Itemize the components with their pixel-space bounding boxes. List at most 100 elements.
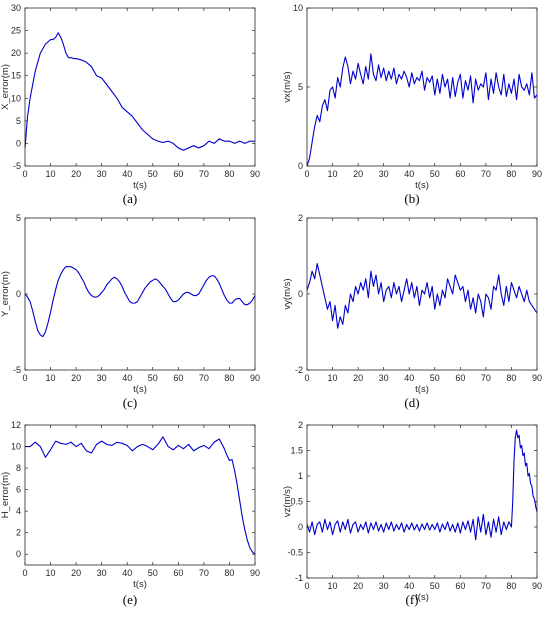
x-tick-label-d-8: 80 bbox=[506, 373, 516, 383]
y-tick-label-f-0: -1 bbox=[295, 573, 303, 583]
series-line-d bbox=[306, 263, 538, 329]
x-tick-label-c-4: 40 bbox=[122, 373, 132, 383]
x-tick-label-d-6: 60 bbox=[455, 373, 465, 383]
y-axis-label-e: H_error(m) bbox=[0, 472, 11, 518]
y-tick-label-e-6: 12 bbox=[11, 420, 21, 430]
x-tick-label-e-3: 30 bbox=[97, 568, 107, 578]
y-tick-label-b-0: 0 bbox=[298, 161, 303, 171]
series-line-a bbox=[24, 32, 255, 151]
x-tick-label-e-9: 90 bbox=[250, 568, 260, 578]
x-tick-label-b-5: 50 bbox=[430, 169, 440, 179]
y-tick-label-f-6: 2 bbox=[298, 420, 303, 430]
y-axis-label-b: vx(m/s) bbox=[282, 71, 293, 102]
x-tick-label-f-0: 0 bbox=[304, 581, 309, 591]
x-axis-label-b: t(s) bbox=[415, 180, 429, 191]
y-tick-label-f-1: -0.5 bbox=[287, 548, 303, 558]
series-line-e bbox=[25, 436, 256, 555]
x-axis-label-a: t(s) bbox=[133, 180, 147, 191]
y-tick-label-f-3: 0.5 bbox=[290, 497, 303, 507]
x-tick-label-f-4: 40 bbox=[404, 581, 414, 591]
y-axis-label-c: Y_error(m) bbox=[0, 271, 11, 317]
axes-box-f bbox=[306, 424, 538, 579]
x-tick-label-d-3: 30 bbox=[379, 373, 389, 383]
x-tick-label-f-1: 10 bbox=[328, 581, 338, 591]
x-tick-label-f-6: 60 bbox=[455, 581, 465, 591]
x-tick-label-f-7: 70 bbox=[481, 581, 491, 591]
y-tick-label-c-1: 0 bbox=[16, 289, 21, 299]
x-tick-label-e-4: 40 bbox=[122, 568, 132, 578]
series-line-c bbox=[24, 266, 256, 338]
x-tick-label-b-3: 30 bbox=[379, 169, 389, 179]
y-tick-label-a-7: 30 bbox=[11, 3, 21, 13]
x-tick-label-a-3: 30 bbox=[97, 169, 107, 179]
y-tick-label-d-0: -2 bbox=[295, 365, 303, 375]
panel-caption-d: (d) bbox=[404, 395, 419, 410]
y-tick-label-f-2: 0 bbox=[298, 522, 303, 532]
x-tick-label-a-1: 10 bbox=[46, 169, 56, 179]
x-tick-label-b-9: 90 bbox=[532, 169, 542, 179]
x-tick-label-b-8: 80 bbox=[506, 169, 516, 179]
y-tick-label-d-1: 0 bbox=[298, 289, 303, 299]
y-tick-label-b-1: 5 bbox=[298, 82, 303, 92]
x-tick-label-c-8: 80 bbox=[224, 373, 234, 383]
x-tick-label-a-4: 40 bbox=[122, 169, 132, 179]
y-axis-label-f: vz(m/s) bbox=[282, 486, 293, 517]
y-tick-label-a-5: 20 bbox=[11, 48, 21, 58]
x-tick-label-d-1: 10 bbox=[328, 373, 338, 383]
x-tick-label-e-2: 20 bbox=[71, 568, 81, 578]
x-tick-label-c-6: 60 bbox=[173, 373, 183, 383]
y-tick-label-a-3: 10 bbox=[11, 93, 21, 103]
x-axis-label-f: t(s) bbox=[415, 592, 429, 603]
x-tick-label-c-0: 0 bbox=[22, 373, 27, 383]
x-tick-label-d-7: 70 bbox=[481, 373, 491, 383]
panel-caption-a: (a) bbox=[123, 191, 137, 206]
x-tick-label-e-1: 10 bbox=[46, 568, 56, 578]
x-tick-label-f-8: 80 bbox=[506, 581, 516, 591]
y-tick-label-b-2: 10 bbox=[293, 3, 303, 13]
y-tick-label-a-0: -5 bbox=[13, 161, 21, 171]
x-tick-label-d-9: 90 bbox=[532, 373, 542, 383]
panel-caption-e: (e) bbox=[123, 592, 137, 607]
x-tick-label-b-2: 20 bbox=[353, 169, 363, 179]
chart-panel-e: 0 10 20 30 40 50 60 70 80 90 0 2 4 6 8 10 12 t(s) H_error(… bbox=[0, 420, 260, 607]
y-tick-label-a-4: 15 bbox=[11, 71, 21, 81]
x-tick-label-f-5: 50 bbox=[430, 581, 440, 591]
x-tick-label-c-2: 20 bbox=[71, 373, 81, 383]
y-tick-label-e-5: 10 bbox=[11, 442, 21, 452]
x-axis-label-e: t(s) bbox=[133, 579, 147, 590]
axes-box-e bbox=[24, 424, 256, 566]
x-tick-label-c-5: 50 bbox=[148, 373, 158, 383]
series-line-b bbox=[306, 53, 538, 167]
x-axis-label-c: t(s) bbox=[133, 384, 147, 395]
chart-panel-f: 0 10 20 30 40 50 60 70 80 90 -1 -0.5 0 0.5 1 1.5 2 t(s) vz… bbox=[282, 420, 542, 607]
panel-caption-f: (f) bbox=[406, 592, 419, 607]
panel-caption-b: (b) bbox=[404, 191, 419, 206]
x-tick-label-d-5: 50 bbox=[430, 373, 440, 383]
axes-box-a bbox=[24, 7, 256, 167]
y-tick-label-e-2: 4 bbox=[16, 506, 21, 516]
y-tick-label-e-4: 8 bbox=[16, 463, 21, 473]
y-tick-label-f-4: 1 bbox=[298, 471, 303, 481]
x-tick-label-b-4: 40 bbox=[404, 169, 414, 179]
y-tick-label-f-5: 1.5 bbox=[290, 446, 303, 456]
y-tick-label-a-2: 5 bbox=[16, 116, 21, 126]
y-axis-label-d: vy(m/s) bbox=[282, 278, 293, 309]
axes-box-d bbox=[306, 217, 538, 371]
x-tick-label-c-9: 90 bbox=[250, 373, 260, 383]
y-tick-label-a-6: 25 bbox=[11, 26, 21, 36]
x-tick-label-a-2: 20 bbox=[71, 169, 81, 179]
x-tick-label-a-6: 60 bbox=[173, 169, 183, 179]
series-line-f bbox=[306, 429, 538, 541]
x-tick-label-d-4: 40 bbox=[404, 373, 414, 383]
y-tick-label-c-0: -5 bbox=[13, 365, 21, 375]
chart-panel-b: 0 10 20 30 40 50 60 70 80 90 0 5 10 t(s) vx(m/s) (b) bbox=[282, 3, 542, 206]
x-tick-label-b-7: 70 bbox=[481, 169, 491, 179]
chart-panel-a: 0 10 20 30 40 50 60 70 80 90-5051015202530t(s)X_e… bbox=[0, 3, 260, 206]
x-tick-label-f-9: 90 bbox=[532, 581, 542, 591]
x-tick-label-c-1: 10 bbox=[46, 373, 56, 383]
x-tick-label-a-9: 90 bbox=[250, 169, 260, 179]
x-tick-label-c-7: 70 bbox=[199, 373, 209, 383]
x-tick-label-e-8: 80 bbox=[224, 568, 234, 578]
x-tick-label-f-3: 30 bbox=[379, 581, 389, 591]
